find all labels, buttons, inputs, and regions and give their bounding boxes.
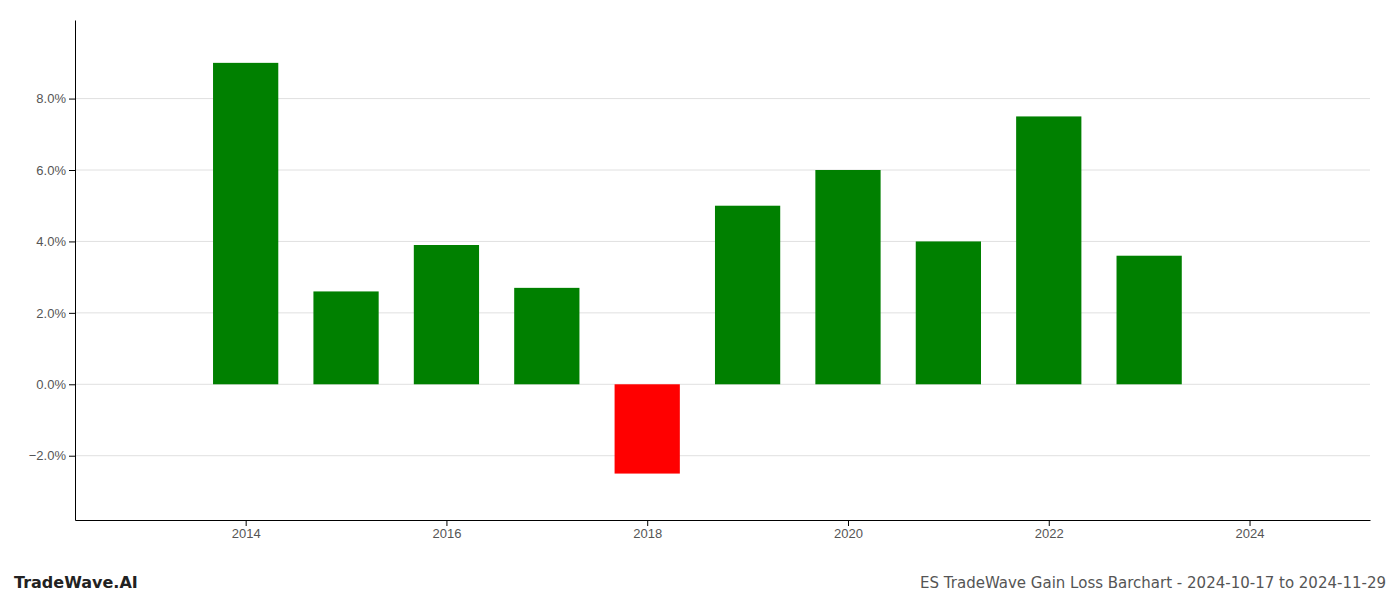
y-tick-label: 4.0% <box>36 234 66 249</box>
y-tick-mark <box>69 241 75 242</box>
x-tick: 2014 <box>232 520 261 541</box>
y-tick: −2.0% <box>29 448 75 463</box>
x-tick: 2022 <box>1035 520 1064 541</box>
title: ES TradeWave Gain Loss Barchart - 2024-1… <box>920 574 1386 592</box>
y-tick: 6.0% <box>36 163 75 178</box>
grid-line <box>75 455 1370 456</box>
y-tick-label: 8.0% <box>36 91 66 106</box>
x-tick: 2016 <box>432 520 461 541</box>
y-tick-label: 6.0% <box>36 163 66 178</box>
bar <box>715 206 780 385</box>
y-tick-mark <box>69 313 75 314</box>
x-tick-label: 2022 <box>1035 526 1064 541</box>
y-axis: −2.0% 0.0% 2.0% 4.0% 6.0% 8.0% <box>29 21 76 521</box>
y-tick: 2.0% <box>36 306 75 321</box>
bar <box>1117 256 1182 385</box>
plot-area: 2014 2016 2018 2020 2022 2024 −2.0% 0.0% 2.0% 4.0… <box>29 21 1371 542</box>
bar <box>414 245 479 384</box>
x-tick-label: 2014 <box>232 526 261 541</box>
y-tick-label: 0.0% <box>36 377 66 392</box>
y-tick-mark <box>69 99 75 100</box>
x-tick-mark <box>1049 520 1050 526</box>
bar <box>313 291 378 384</box>
x-tick: 2018 <box>633 520 662 541</box>
x-tick-mark <box>246 520 247 526</box>
x-tick-mark <box>446 520 447 526</box>
bar <box>815 170 880 384</box>
x-tick-mark <box>647 520 648 526</box>
y-tick: 0.0% <box>36 377 75 392</box>
chart: 2014 2016 2018 2020 2022 2024 −2.0% 0.0% 2.0% 4.0… <box>0 0 1400 600</box>
y-tick-mark <box>69 456 75 457</box>
y-tick-mark <box>69 384 75 385</box>
y-tick-label: −2.0% <box>29 448 67 463</box>
watermark: TradeWave.AI <box>14 573 138 592</box>
bar <box>213 63 278 384</box>
x-tick: 2020 <box>834 520 863 541</box>
y-tick: 4.0% <box>36 234 75 249</box>
x-tick-mark <box>1250 520 1251 526</box>
x-tick-label: 2024 <box>1236 526 1265 541</box>
y-tick-mark <box>69 170 75 171</box>
bar <box>1016 116 1081 384</box>
x-tick-label: 2016 <box>432 526 461 541</box>
x-tick: 2024 <box>1236 520 1265 541</box>
bars <box>213 63 1182 474</box>
x-axis-line <box>76 520 1371 521</box>
x-tick-mark <box>848 520 849 526</box>
x-tick-label: 2020 <box>834 526 863 541</box>
x-axis: 2014 2016 2018 2020 2022 2024 <box>76 520 1371 541</box>
bar <box>514 288 579 384</box>
y-tick-label: 2.0% <box>36 306 66 321</box>
bar <box>615 384 680 473</box>
x-tick-label: 2018 <box>633 526 662 541</box>
y-axis-line <box>75 21 76 521</box>
y-tick: 8.0% <box>36 91 75 106</box>
bar <box>916 241 981 384</box>
